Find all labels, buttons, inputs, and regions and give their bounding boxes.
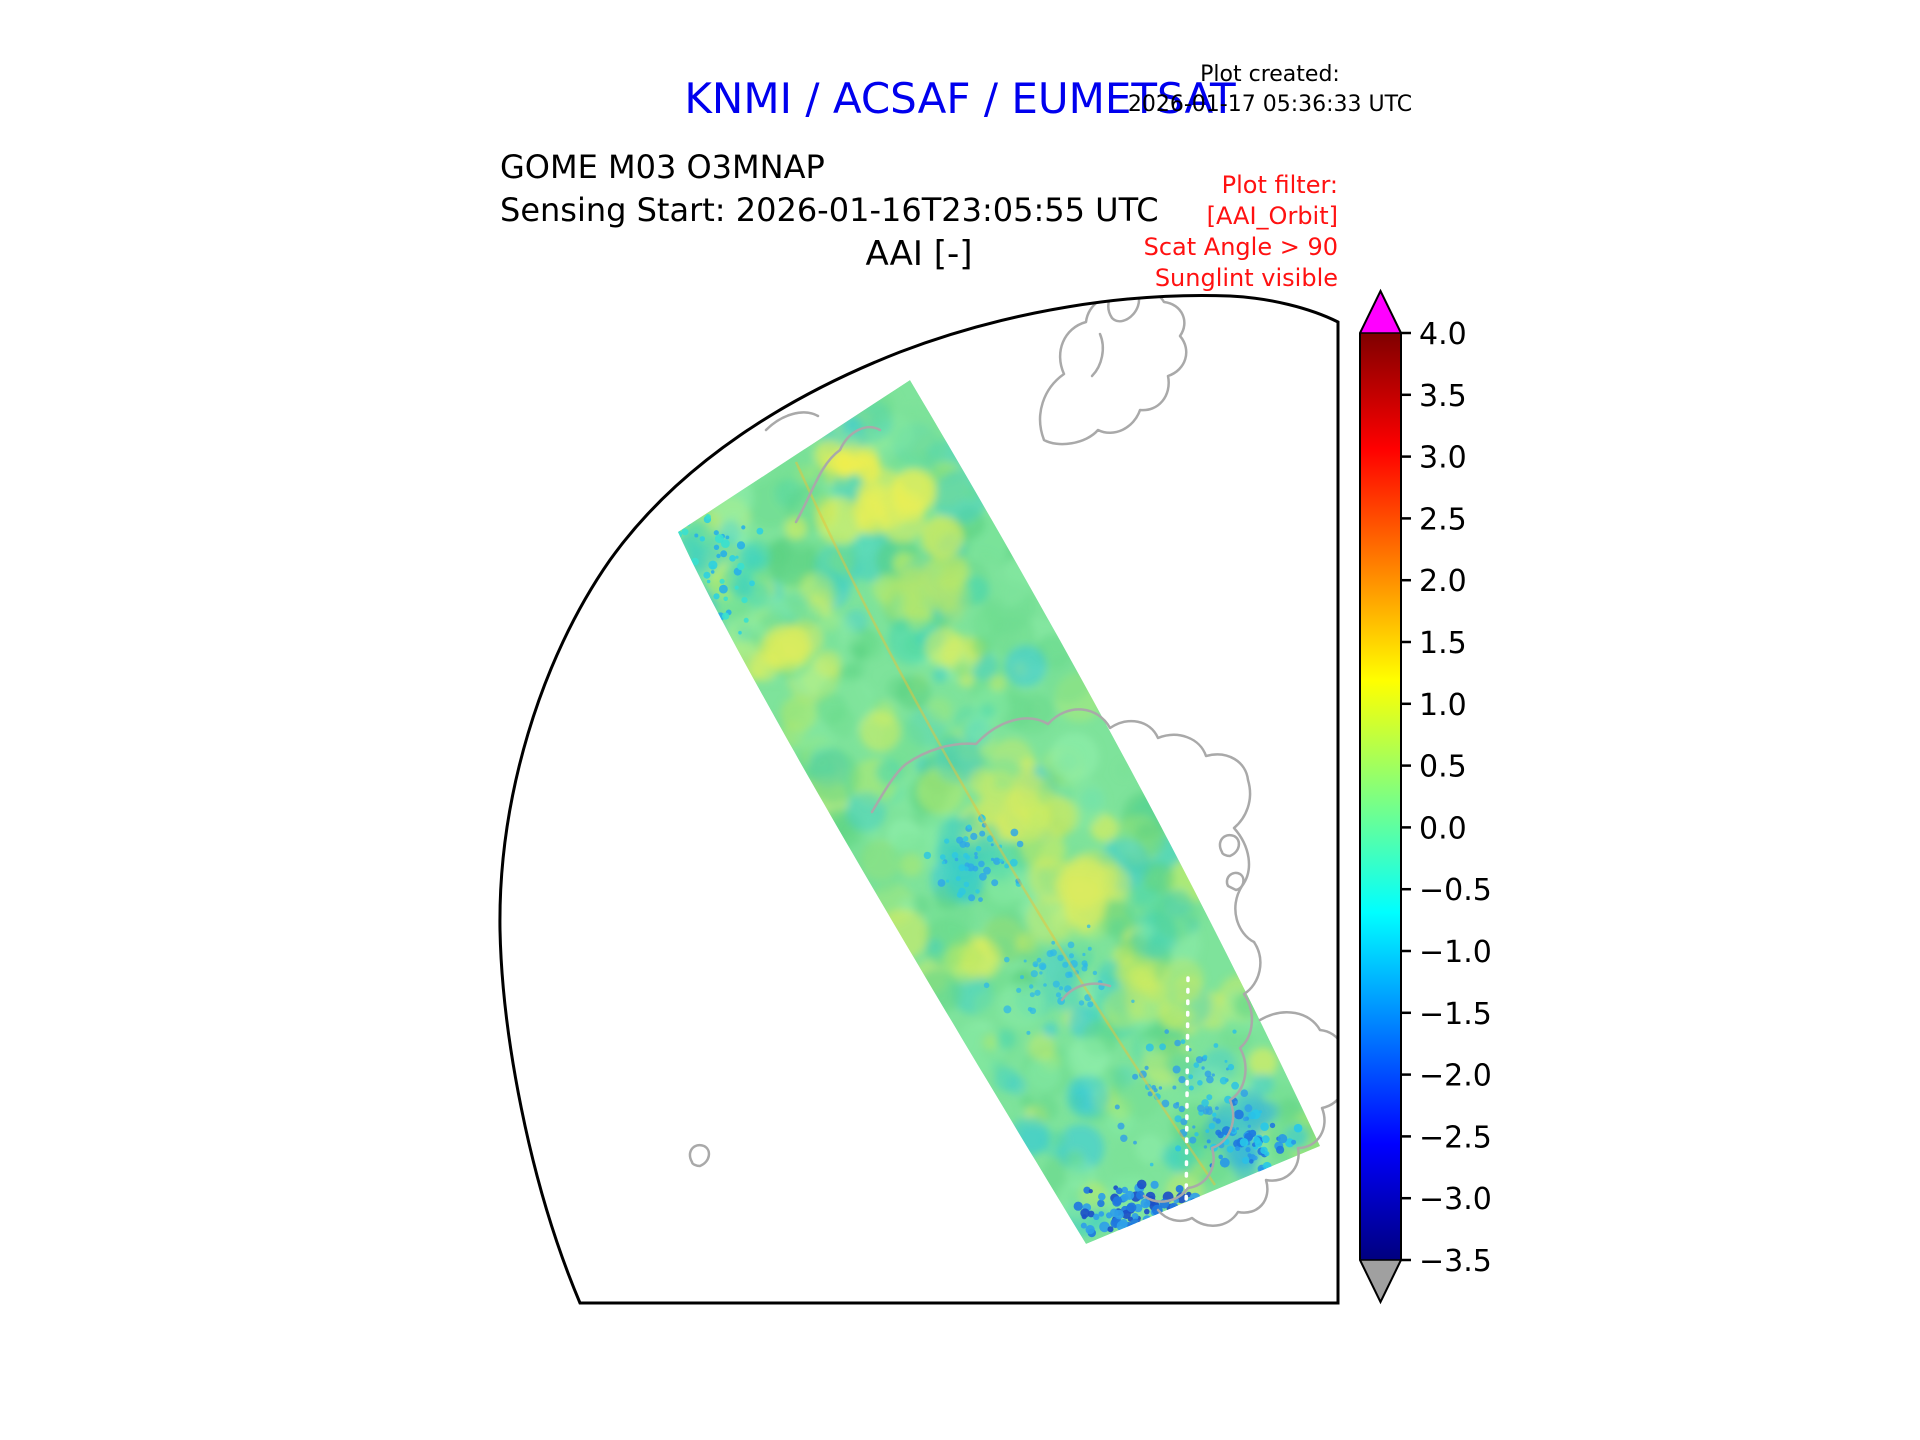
agency-title: KNMI / ACSAF / EUMETSAT [684, 74, 1236, 123]
map-area [678, 295, 1338, 1244]
plot-filter-line: Scat Angle > 90 [1143, 233, 1338, 261]
colorbar-tick-label: 0.5 [1419, 750, 1467, 785]
coastline-path [794, 425, 882, 524]
colorbar-tick-label: 3.0 [1419, 441, 1467, 476]
coastline-path [1225, 871, 1245, 892]
plot-title: AAI [-] [865, 234, 973, 274]
colorbar-under-arrow [1360, 1260, 1401, 1302]
colorbar-over-arrow [1360, 291, 1401, 333]
plot-created-label: Plot created: [1200, 62, 1340, 87]
product-info: GOME M03 O3MNAP Sensing Start: 2026-01-1… [500, 146, 1159, 232]
colorbar-tick-label: 4.0 [1419, 317, 1467, 352]
plot-filter-label: Plot filter: [1221, 171, 1338, 199]
orbit-track-line [794, 461, 1217, 1186]
coastline-path [688, 1143, 711, 1168]
map-boundary [498, 293, 1340, 1305]
plot-filter-line: [AAI_Orbit] [1206, 202, 1338, 230]
colorbar-tick-label: −1.5 [1419, 997, 1492, 1032]
colorbar-tick-label: −2.0 [1419, 1059, 1492, 1094]
colorbar-tick-label: 2.0 [1419, 564, 1467, 599]
colorbar-tick-label: 3.5 [1419, 379, 1467, 414]
coastline-path [1060, 982, 1112, 1002]
coastline-path [1107, 295, 1141, 323]
swath-mottling [678, 385, 1320, 1238]
plot-created-value: 2026-01-17 05:36:33 UTC [1127, 92, 1413, 117]
sensing-start: Sensing Start: 2026-01-16T23:05:55 UTC [500, 191, 1159, 229]
colorbar-tick-label: 0.0 [1419, 811, 1467, 846]
colorbar-tick-label: −0.5 [1419, 873, 1492, 908]
colorbar-tick-label: −3.0 [1419, 1182, 1492, 1217]
colorbar-ticks: 4.0 3.5 3.0 2.5 2.0 1.5 1.0 0.5 0.0 −0.5 −1.0 −1.5 −… [1401, 317, 1492, 1279]
coastline-path [764, 411, 820, 432]
colorbar-tick-label: 1.5 [1419, 626, 1467, 661]
colorbar-tick-label: 1.0 [1419, 688, 1467, 723]
colorbar-tick-label: −3.5 [1419, 1244, 1492, 1279]
coastlines [688, 295, 1338, 1227]
colorbar-gradient-bar [1360, 333, 1401, 1260]
coastline-path [1156, 1011, 1338, 1227]
coastline-path [1218, 833, 1241, 858]
coastline-path [870, 708, 1262, 1203]
colorbar: 4.0 3.5 3.0 2.5 2.0 1.5 1.0 0.5 0.0 −0.5 −1.0 −1.5 −… [1359, 288, 1492, 1305]
coastline-path [1090, 332, 1104, 378]
product-name: GOME M03 O3MNAP [500, 148, 825, 186]
plot-filter-line: Sunglint visible [1154, 264, 1338, 292]
plot-filter: Plot filter: [AAI_Orbit] Scat Angle > 90… [1144, 170, 1338, 294]
colorbar-tick-label: 2.5 [1419, 502, 1467, 537]
coastline-path [1038, 295, 1188, 446]
colorbar-tick-label: −1.0 [1419, 935, 1492, 970]
plot-created: Plot created: 2026-01-17 05:36:33 UTC [1120, 60, 1420, 120]
colorbar-tick-label: −2.5 [1419, 1120, 1492, 1155]
